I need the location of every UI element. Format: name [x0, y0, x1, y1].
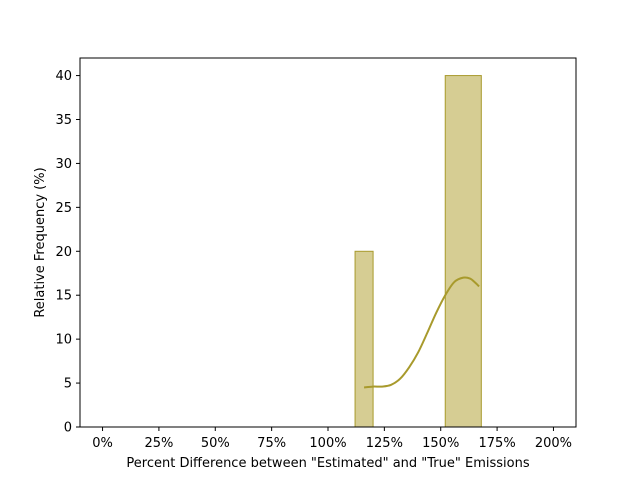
y-tick-label: 5	[64, 377, 72, 392]
x-axis-label: Percent Difference between "Estimated" a…	[126, 456, 529, 471]
x-tick-label: 25%	[144, 436, 173, 451]
x-tick-label: 0%	[92, 436, 113, 451]
y-tick-label: 15	[55, 289, 72, 304]
x-axis-ticks: 0% 25% 50% 75% 100% 125% 150% 175% 200%	[92, 427, 572, 451]
y-tick-label: 40	[55, 69, 72, 84]
y-tick-label: 20	[55, 245, 72, 260]
y-tick-label: 30	[55, 157, 72, 172]
x-tick-label: 50%	[201, 436, 230, 451]
x-tick-label: 150%	[422, 436, 459, 451]
y-tick-label: 0	[64, 421, 72, 436]
bars-group	[354, 75, 482, 428]
kde-curve-line	[363, 276, 480, 389]
x-tick-label: 200%	[535, 436, 572, 451]
kde-group	[363, 276, 480, 389]
y-axis-ticks: 0 5 10 15 20 25 30 35 40	[55, 69, 80, 436]
histogram-bar-2	[444, 75, 482, 428]
x-tick-label: 175%	[479, 436, 516, 451]
x-tick-label: 100%	[309, 436, 346, 451]
histogram-bar-1	[354, 250, 374, 428]
y-tick-label: 10	[55, 333, 72, 348]
x-tick-label: 75%	[257, 436, 286, 451]
y-tick-label: 25	[55, 201, 72, 216]
x-tick-label: 125%	[366, 436, 403, 451]
y-axis-label: Relative Frequency (%)	[33, 167, 48, 317]
y-tick-label: 35	[55, 113, 72, 128]
